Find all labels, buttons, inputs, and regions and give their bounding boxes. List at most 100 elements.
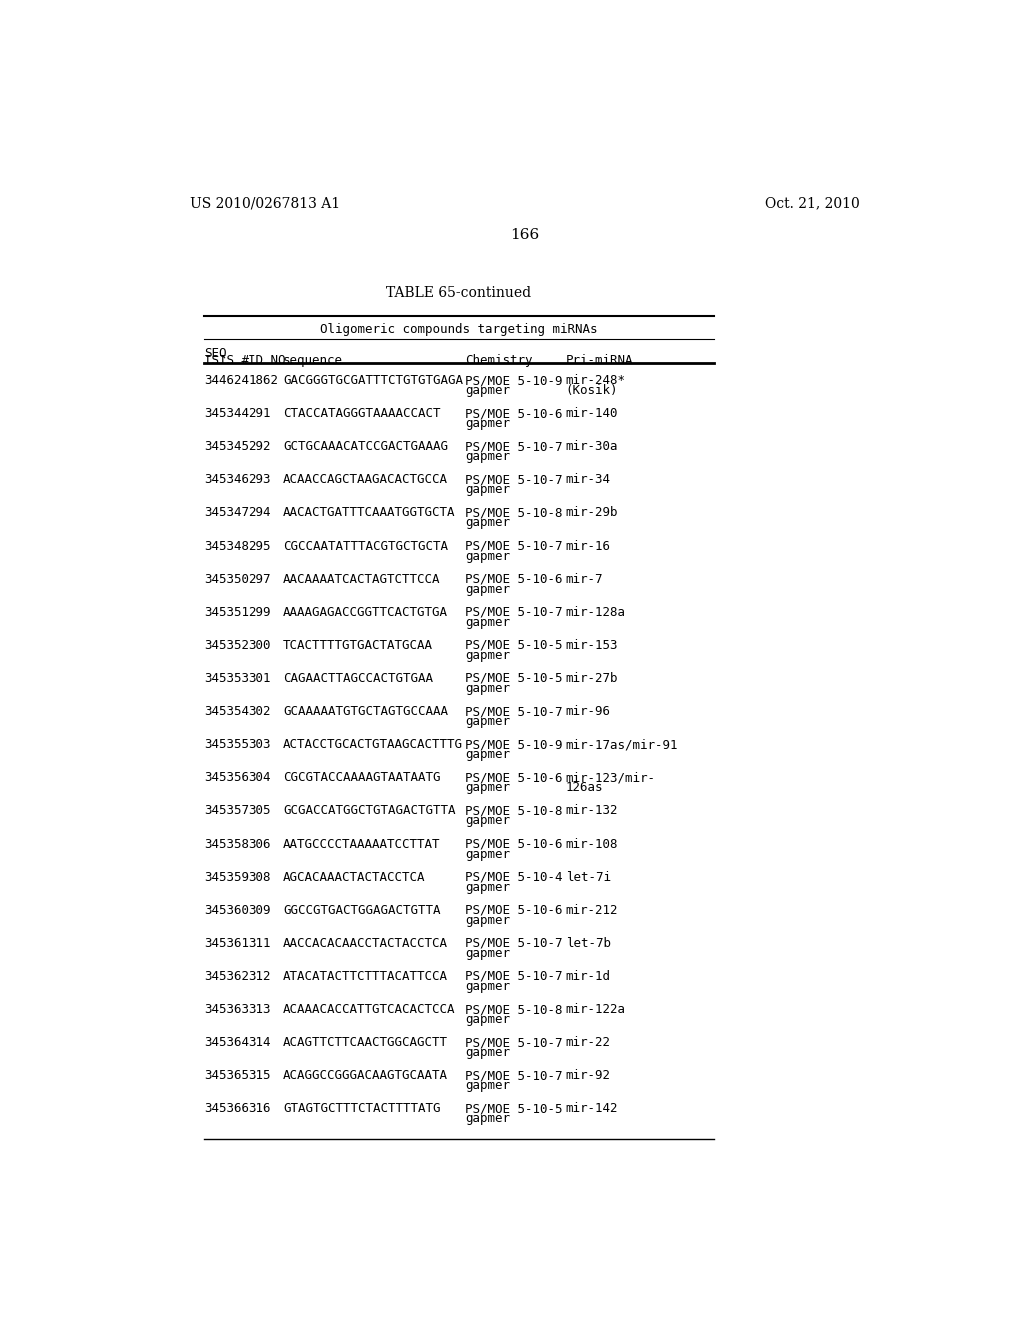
Text: 312: 312 [248, 970, 270, 983]
Text: AATGCCCCTAAAAATCCTTAT: AATGCCCCTAAAAATCCTTAT [283, 837, 440, 850]
Text: GCGACCATGGCTGTAGACTGTTA: GCGACCATGGCTGTAGACTGTTA [283, 804, 456, 817]
Text: Oligomeric compounds targeting miRNAs: Oligomeric compounds targeting miRNAs [321, 323, 598, 335]
Text: gapmer: gapmer [465, 946, 510, 960]
Text: gapmer: gapmer [465, 814, 510, 828]
Text: AACCACACAACCTACTACCTCA: AACCACACAACCTACTACCTCA [283, 937, 449, 950]
Text: 345353: 345353 [204, 672, 249, 685]
Text: gapmer: gapmer [465, 781, 510, 795]
Text: mir-16: mir-16 [566, 540, 611, 553]
Text: 345362: 345362 [204, 970, 249, 983]
Text: 302: 302 [248, 705, 270, 718]
Text: CAGAACTTAGCCACTGTGAA: CAGAACTTAGCCACTGTGAA [283, 672, 433, 685]
Text: PS/MOE 5-10-6: PS/MOE 5-10-6 [465, 573, 562, 586]
Text: PS/MOE 5-10-9: PS/MOE 5-10-9 [465, 738, 562, 751]
Text: gapmer: gapmer [465, 1047, 510, 1059]
Text: (Kosik): (Kosik) [566, 384, 618, 397]
Text: CTACCATAGGGTAAAACCACT: CTACCATAGGGTAAAACCACT [283, 407, 440, 420]
Text: mir-212: mir-212 [566, 904, 618, 917]
Text: mir-153: mir-153 [566, 639, 618, 652]
Text: 309: 309 [248, 904, 270, 917]
Text: 314: 314 [248, 1036, 270, 1049]
Text: gapmer: gapmer [465, 1113, 510, 1126]
Text: AAAAGAGACCGGTTCACTGTGA: AAAAGAGACCGGTTCACTGTGA [283, 606, 449, 619]
Text: mir-27b: mir-27b [566, 672, 618, 685]
Text: mir-7: mir-7 [566, 573, 603, 586]
Text: 291: 291 [248, 407, 270, 420]
Text: 345360: 345360 [204, 904, 249, 917]
Text: mir-92: mir-92 [566, 1069, 611, 1082]
Text: PS/MOE 5-10-8: PS/MOE 5-10-8 [465, 507, 562, 520]
Text: 294: 294 [248, 507, 270, 520]
Text: 345351: 345351 [204, 606, 249, 619]
Text: 315: 315 [248, 1069, 270, 1082]
Text: 345345: 345345 [204, 441, 249, 453]
Text: gapmer: gapmer [465, 913, 510, 927]
Text: 311: 311 [248, 937, 270, 950]
Text: let-7b: let-7b [566, 937, 611, 950]
Text: 345358: 345358 [204, 837, 249, 850]
Text: PS/MOE 5-10-6: PS/MOE 5-10-6 [465, 771, 562, 784]
Text: SEQ: SEQ [204, 346, 226, 359]
Text: 345366: 345366 [204, 1102, 249, 1115]
Text: gapmer: gapmer [465, 847, 510, 861]
Text: 295: 295 [248, 540, 270, 553]
Text: 345355: 345355 [204, 738, 249, 751]
Text: 345348: 345348 [204, 540, 249, 553]
Text: mir-96: mir-96 [566, 705, 611, 718]
Text: Chemistry: Chemistry [465, 354, 532, 367]
Text: GTAGTGCTTTCTACTTTTATG: GTAGTGCTTTCTACTTTTATG [283, 1102, 440, 1115]
Text: 304: 304 [248, 771, 270, 784]
Text: PS/MOE 5-10-7: PS/MOE 5-10-7 [465, 474, 562, 486]
Text: mir-29b: mir-29b [566, 507, 618, 520]
Text: 299: 299 [248, 606, 270, 619]
Text: mir-128a: mir-128a [566, 606, 626, 619]
Text: PS/MOE 5-10-7: PS/MOE 5-10-7 [465, 705, 562, 718]
Text: 313: 313 [248, 1003, 270, 1016]
Text: mir-132: mir-132 [566, 804, 618, 817]
Text: 1862: 1862 [248, 374, 279, 387]
Text: 345361: 345361 [204, 937, 249, 950]
Text: GCAAAAATGTGCTAGTGCCAAA: GCAAAAATGTGCTAGTGCCAAA [283, 705, 449, 718]
Text: let-7i: let-7i [566, 871, 611, 883]
Text: mir-34: mir-34 [566, 474, 611, 486]
Text: 345359: 345359 [204, 871, 249, 883]
Text: PS/MOE 5-10-7: PS/MOE 5-10-7 [465, 606, 562, 619]
Text: 345352: 345352 [204, 639, 249, 652]
Text: PS/MOE 5-10-7: PS/MOE 5-10-7 [465, 1069, 562, 1082]
Text: AACACTGATTTCAAATGGTGCTA: AACACTGATTTCAAATGGTGCTA [283, 507, 456, 520]
Text: Oct. 21, 2010: Oct. 21, 2010 [765, 197, 859, 210]
Text: 297: 297 [248, 573, 270, 586]
Text: gapmer: gapmer [465, 880, 510, 894]
Text: 292: 292 [248, 441, 270, 453]
Text: AACAAAATCACTAGTCTTCCA: AACAAAATCACTAGTCTTCCA [283, 573, 440, 586]
Text: PS/MOE 5-10-9: PS/MOE 5-10-9 [465, 374, 562, 387]
Text: 345350: 345350 [204, 573, 249, 586]
Text: PS/MOE 5-10-7: PS/MOE 5-10-7 [465, 937, 562, 950]
Text: ATACATACTTCTTTACATTCCA: ATACATACTTCTTTACATTCCA [283, 970, 449, 983]
Text: PS/MOE 5-10-6: PS/MOE 5-10-6 [465, 904, 562, 917]
Text: PS/MOE 5-10-5: PS/MOE 5-10-5 [465, 1102, 562, 1115]
Text: PS/MOE 5-10-8: PS/MOE 5-10-8 [465, 1003, 562, 1016]
Text: gapmer: gapmer [465, 516, 510, 529]
Text: ISIS #: ISIS # [204, 354, 249, 367]
Text: gapmer: gapmer [465, 615, 510, 628]
Text: PS/MOE 5-10-7: PS/MOE 5-10-7 [465, 540, 562, 553]
Text: 344624: 344624 [204, 374, 249, 387]
Text: 345346: 345346 [204, 474, 249, 486]
Text: 316: 316 [248, 1102, 270, 1115]
Text: gapmer: gapmer [465, 549, 510, 562]
Text: PS/MOE 5-10-7: PS/MOE 5-10-7 [465, 1036, 562, 1049]
Text: 345364: 345364 [204, 1036, 249, 1049]
Text: PS/MOE 5-10-6: PS/MOE 5-10-6 [465, 407, 562, 420]
Text: PS/MOE 5-10-5: PS/MOE 5-10-5 [465, 672, 562, 685]
Text: gapmer: gapmer [465, 450, 510, 463]
Text: 303: 303 [248, 738, 270, 751]
Text: ACTACCTGCACTGTAAGCACTTTG: ACTACCTGCACTGTAAGCACTTTG [283, 738, 463, 751]
Text: mir-30a: mir-30a [566, 441, 618, 453]
Text: mir-142: mir-142 [566, 1102, 618, 1115]
Text: gapmer: gapmer [465, 1014, 510, 1026]
Text: mir-140: mir-140 [566, 407, 618, 420]
Text: 293: 293 [248, 474, 270, 486]
Text: ACAGTTCTTCAACTGGCAGCTT: ACAGTTCTTCAACTGGCAGCTT [283, 1036, 449, 1049]
Text: 345344: 345344 [204, 407, 249, 420]
